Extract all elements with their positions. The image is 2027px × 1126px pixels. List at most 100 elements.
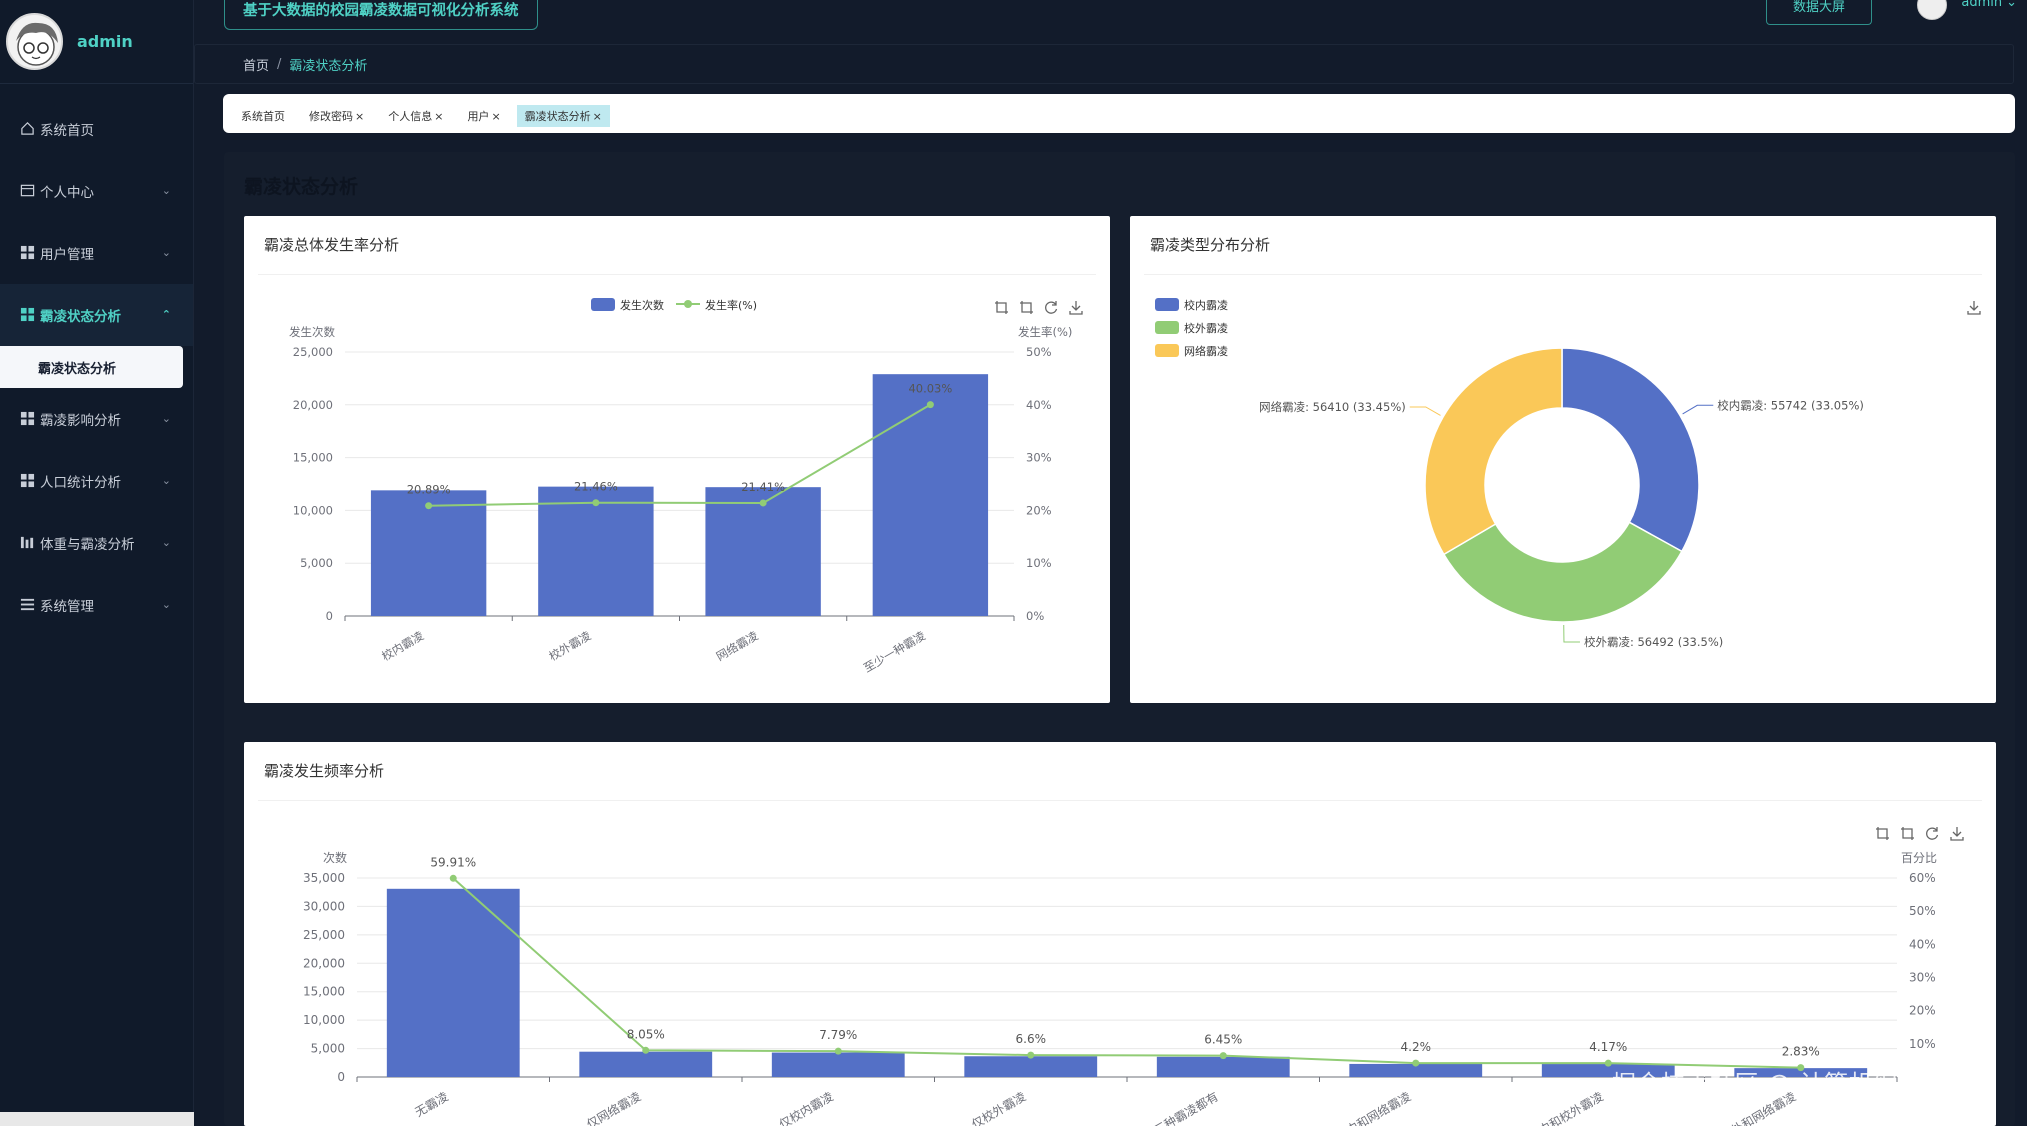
sidebar-item-label: 系统首页 (40, 123, 94, 139)
legend-swatch (1155, 321, 1179, 334)
y-tick-label: 35,000 (303, 871, 345, 885)
tab-bar: 系统首页 修改密码 × 个人信息 × 用户 × 霸凌状态分析 × (223, 94, 2015, 133)
y2-tick-label: 50% (1909, 904, 1936, 918)
sidebar-brand: admin (0, 0, 193, 84)
line-point (1219, 1052, 1227, 1060)
bar (1734, 1068, 1868, 1077)
bar (386, 888, 520, 1077)
close-icon[interactable]: × (491, 109, 501, 123)
y-tick-label: 25,000 (293, 345, 333, 359)
sidebar-item-system[interactable]: 系统管理 ⌄ (0, 574, 193, 636)
zoom-icon[interactable] (1876, 827, 1889, 840)
y2-tick-label: 20% (1026, 503, 1052, 517)
bar (1541, 1064, 1675, 1077)
restore-icon[interactable] (1045, 301, 1058, 314)
y-axis-label: 发生次数 (289, 325, 335, 339)
chevron-down-icon: ⌄ (2006, 0, 2017, 10)
legend-label: 校外霸凌 (1184, 321, 1228, 335)
line-point (1027, 1051, 1035, 1059)
x-tick-label: 校内霸凌 (379, 628, 426, 663)
tab-user[interactable]: 用户 × (465, 105, 502, 127)
chart-frequency: 0 5,000 10,000 15,000 20,000 25,000 30,000 35,0… (303, 827, 1964, 1126)
close-icon[interactable]: × (355, 109, 365, 123)
data-label: 4.17% (1589, 1040, 1627, 1054)
y2-tick-label: 50% (1026, 345, 1052, 359)
zoom-icon[interactable] (995, 301, 1008, 314)
main-content: 霸凌状态分析 霸凌总体发生率分析 发生次数 发生率(%) 0 5,000 10,000 1… (224, 152, 2015, 1126)
legend-label: 校内霸凌 (1184, 298, 1228, 312)
bar (1349, 1063, 1483, 1077)
label-leader (1409, 406, 1441, 416)
sidebar-item-label: 体重与霸凌分析 (40, 537, 135, 553)
label-leader (1682, 404, 1714, 415)
data-label: 4.2% (1401, 1040, 1432, 1054)
divider (1144, 274, 1982, 275)
sidebar-menu: 系统首页 个人中心 ⌄ 用户管理 ⌄ 霸凌状态分析 ⌃ 霸凌状态分析 霸凌影响分… (0, 98, 193, 636)
x-tick-label: 校外霸凌 (547, 628, 594, 663)
sidebar-item-bullying-status[interactable]: 霸凌状态分析 ⌃ (0, 284, 193, 346)
y2-axis-label: 百分比 (1901, 851, 1937, 865)
card-title: 霸凌类型分布分析 (1150, 236, 1271, 254)
chevron-down-icon: ⌄ (161, 598, 171, 611)
line-point (592, 499, 600, 507)
y-tick-label: 20,000 (293, 398, 333, 412)
sidebar-item-home[interactable]: 系统首页 (0, 98, 193, 160)
y-tick-label: 20,000 (303, 956, 345, 970)
sidebar-item-label: 人口统计分析 (40, 475, 121, 491)
avatar[interactable] (6, 13, 63, 70)
sidebar: admin 系统首页 个人中心 ⌄ 用户管理 ⌄ 霸凌状态分析 ⌃ 霸凌状态分析… (0, 0, 194, 1126)
line-point (1604, 1059, 1612, 1067)
sidebar-item-demographics[interactable]: 人口统计分析 ⌄ (0, 450, 193, 512)
sidebar-item-profile[interactable]: 个人中心 ⌄ (0, 160, 193, 222)
data-label: 6.6% (1016, 1032, 1047, 1046)
legend-label: 网络霸凌 (1184, 344, 1228, 358)
bar (705, 487, 821, 616)
download-icon[interactable] (1967, 301, 1981, 315)
sidebar-item-label: 霸凌状态分析 (40, 309, 121, 325)
horizontal-scrollbar[interactable] (0, 1112, 194, 1126)
chevron-down-icon: ⌄ (161, 184, 171, 197)
tab-bullying-status[interactable]: 霸凌状态分析 × (516, 105, 610, 127)
line-point (926, 401, 934, 409)
sidebar-item-users[interactable]: 用户管理 ⌄ (0, 222, 193, 284)
pie-slice (1561, 347, 1700, 553)
breadcrumb-separator: / (277, 56, 282, 72)
data-bigscreen-button[interactable]: 数据大屏 (1766, 0, 1872, 25)
breadcrumb-current: 霸凌状态分析 (289, 58, 368, 74)
zoom-reset-icon[interactable] (1020, 301, 1033, 314)
y2-tick-label: 40% (1909, 937, 1936, 951)
y-tick-label: 15,000 (293, 451, 333, 465)
y-tick-label: 30,000 (303, 899, 345, 913)
bar (964, 1056, 1098, 1077)
tab-change-password[interactable]: 修改密码 × (307, 105, 366, 127)
sidebar-item-bullying-impact[interactable]: 霸凌影响分析 ⌄ (0, 388, 193, 450)
y-tick-label: 10,000 (303, 1013, 345, 1027)
divider (258, 274, 1096, 275)
bar (771, 1052, 905, 1077)
tab-home[interactable]: 系统首页 (239, 105, 287, 127)
restore-icon[interactable] (1926, 827, 1939, 840)
tab-profile[interactable]: 个人信息 × (386, 105, 445, 127)
tab-label: 修改密码 (309, 110, 353, 123)
y2-axis-label: 发生率(%) (1018, 325, 1072, 339)
line-point (759, 499, 767, 507)
sidebar-item-weight-bullying[interactable]: 体重与霸凌分析 ⌄ (0, 512, 193, 574)
user-menu[interactable]: admin ⌄ (1917, 0, 2017, 20)
bar (370, 490, 487, 616)
download-icon[interactable] (1069, 301, 1083, 315)
bar (872, 374, 989, 616)
close-icon[interactable]: × (592, 109, 602, 123)
breadcrumb-home[interactable]: 首页 (243, 58, 270, 74)
legend-swatch (1155, 298, 1179, 311)
close-icon[interactable]: × (434, 109, 444, 123)
sidebar-subitem-bullying-status[interactable]: 霸凌状态分析 (0, 346, 183, 388)
legend-swatch (1155, 344, 1179, 357)
bar (538, 486, 654, 616)
zoom-reset-icon[interactable] (1901, 827, 1914, 840)
download-icon[interactable] (1950, 827, 1964, 841)
bar-chart-icon (20, 535, 36, 551)
chevron-down-icon: ⌄ (161, 474, 171, 487)
data-label: 21.46% (574, 480, 618, 494)
label-leader (1563, 624, 1580, 643)
